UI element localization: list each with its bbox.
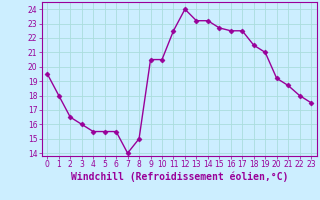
X-axis label: Windchill (Refroidissement éolien,°C): Windchill (Refroidissement éolien,°C) — [70, 172, 288, 182]
